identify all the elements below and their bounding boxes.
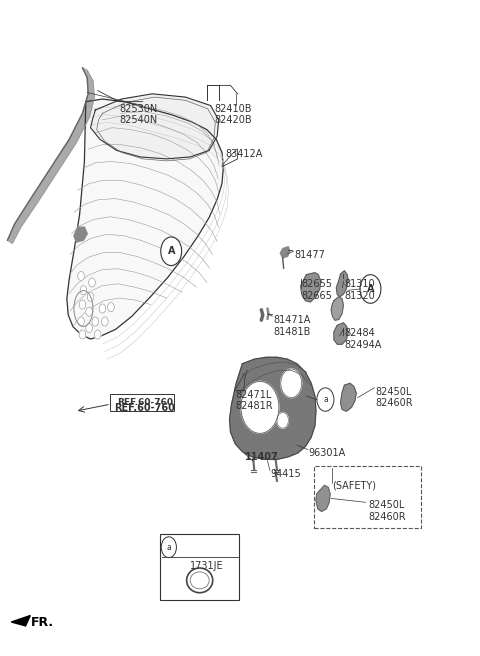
Text: 81477: 81477	[295, 250, 325, 260]
Circle shape	[277, 413, 288, 428]
Circle shape	[241, 381, 279, 434]
Polygon shape	[331, 297, 343, 320]
Circle shape	[79, 330, 86, 339]
Circle shape	[92, 317, 98, 326]
Text: 81310
81320: 81310 81320	[344, 279, 375, 301]
Text: 82450L
82460R: 82450L 82460R	[375, 386, 413, 408]
Text: 94415: 94415	[271, 469, 301, 479]
Circle shape	[79, 300, 86, 309]
Text: FR.: FR.	[31, 615, 54, 628]
Text: 82410B
82420B: 82410B 82420B	[214, 104, 252, 125]
Text: 1731JE: 1731JE	[190, 561, 224, 571]
Polygon shape	[316, 485, 330, 512]
Text: A: A	[168, 246, 175, 256]
Circle shape	[99, 304, 106, 313]
Circle shape	[87, 292, 94, 301]
Polygon shape	[341, 383, 356, 411]
Circle shape	[78, 272, 84, 281]
Text: 82530N
82540N: 82530N 82540N	[119, 104, 157, 125]
Text: A: A	[367, 284, 374, 294]
Polygon shape	[229, 358, 316, 459]
Text: REF.60-760: REF.60-760	[118, 398, 174, 407]
Text: 82471L
82481R: 82471L 82481R	[235, 390, 273, 411]
Text: 83412A: 83412A	[226, 149, 263, 159]
Circle shape	[86, 307, 93, 316]
Polygon shape	[91, 94, 219, 159]
Text: a: a	[167, 543, 171, 552]
Circle shape	[95, 330, 101, 339]
FancyBboxPatch shape	[109, 394, 174, 411]
Text: a: a	[323, 395, 328, 404]
Text: 82450L
82460R: 82450L 82460R	[368, 501, 406, 522]
FancyBboxPatch shape	[160, 534, 239, 600]
Polygon shape	[336, 271, 348, 297]
Circle shape	[281, 369, 301, 398]
FancyBboxPatch shape	[313, 466, 421, 528]
Polygon shape	[301, 273, 321, 302]
Text: (SAFETY): (SAFETY)	[333, 481, 376, 491]
Polygon shape	[74, 227, 87, 242]
Text: 96301A: 96301A	[309, 448, 346, 459]
Circle shape	[86, 323, 93, 333]
Circle shape	[80, 286, 87, 295]
Circle shape	[317, 388, 334, 411]
Text: 81471A
81481B: 81471A 81481B	[273, 315, 311, 337]
Text: 11407: 11407	[245, 451, 278, 462]
Text: 82484
82494A: 82484 82494A	[344, 328, 382, 350]
Polygon shape	[67, 99, 223, 339]
Polygon shape	[280, 247, 290, 258]
Circle shape	[161, 237, 181, 266]
Text: 82655
82665: 82655 82665	[301, 279, 333, 301]
Circle shape	[89, 278, 96, 287]
Circle shape	[78, 317, 84, 326]
Polygon shape	[8, 68, 95, 243]
Circle shape	[360, 275, 381, 303]
Circle shape	[161, 537, 177, 558]
Circle shape	[108, 302, 114, 312]
Text: REF.60-760: REF.60-760	[114, 403, 175, 413]
Polygon shape	[334, 323, 348, 344]
Polygon shape	[12, 615, 30, 626]
Circle shape	[101, 317, 108, 326]
